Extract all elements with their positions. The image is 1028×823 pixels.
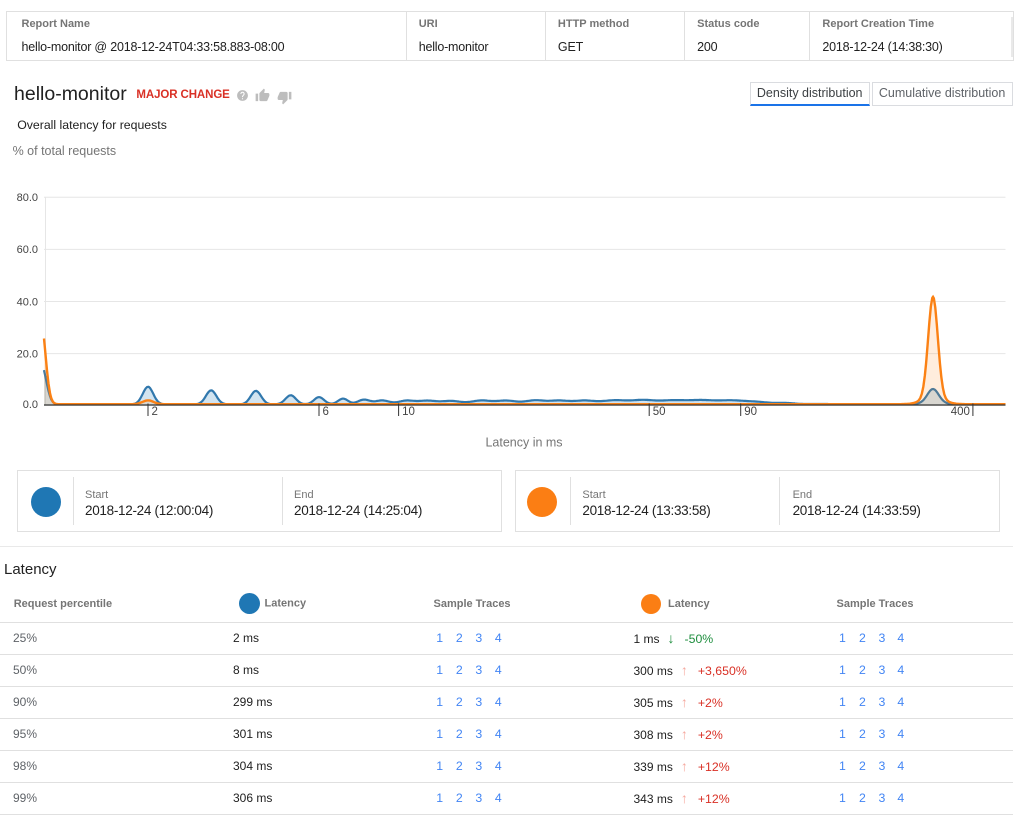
svg-text:0.0: 0.0 — [23, 399, 38, 411]
svg-text:60.0: 60.0 — [17, 244, 38, 256]
svg-text:400: 400 — [951, 406, 970, 418]
svg-text:Latency in ms: Latency in ms — [485, 436, 562, 450]
svg-text:40.0: 40.0 — [17, 296, 38, 308]
svg-text:50: 50 — [653, 406, 666, 418]
svg-text:2: 2 — [152, 406, 158, 418]
svg-text:20.0: 20.0 — [17, 348, 38, 360]
svg-text:10: 10 — [402, 406, 415, 418]
svg-text:6: 6 — [323, 406, 329, 418]
svg-text:90: 90 — [744, 406, 757, 418]
svg-text:80.0: 80.0 — [17, 192, 38, 204]
